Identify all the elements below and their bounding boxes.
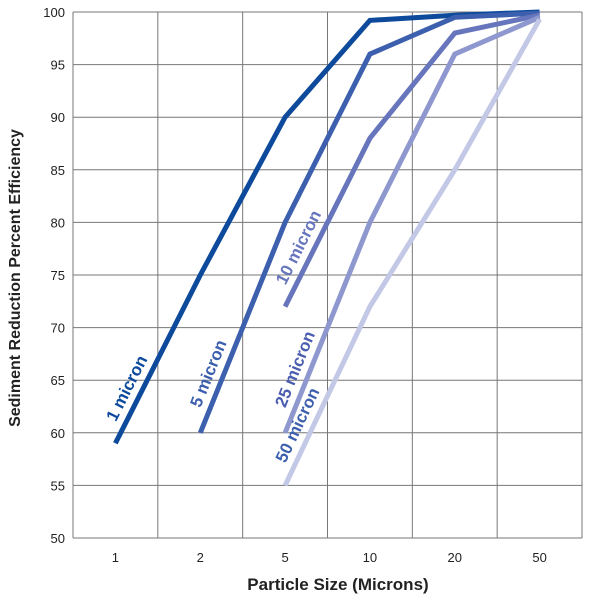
x-tick-label: 2	[197, 550, 204, 565]
y-axis-ticks: 50 55 60 65 70 75 80 85 90 95 100	[43, 5, 65, 546]
series-line-25-micron	[282, 15, 541, 434]
y-tick-label: 65	[51, 373, 65, 388]
y-tick-label: 75	[51, 268, 65, 283]
y-tick-label: 100	[43, 5, 65, 20]
series-line-5-micron	[197, 10, 540, 434]
y-tick-label: 55	[51, 478, 65, 493]
y-tick-label: 85	[51, 163, 65, 178]
x-tick-label: 1	[112, 550, 119, 565]
y-tick-label: 80	[51, 215, 65, 230]
y-tick-label: 70	[51, 321, 65, 336]
series-lines	[113, 9, 542, 487]
series-line-10-micron	[282, 12, 541, 308]
x-axis-label: Particle Size (Microns)	[247, 575, 428, 594]
y-tick-label: 95	[51, 58, 65, 73]
series-line-50-micron	[282, 18, 542, 487]
y-tick-label: 90	[51, 110, 65, 125]
chart-grid	[72, 11, 583, 539]
x-tick-label: 10	[363, 550, 377, 565]
x-tick-label: 5	[281, 550, 288, 565]
y-tick-label: 50	[51, 531, 65, 546]
y-axis-label: Sediment Reduction Percent Efficiency	[7, 129, 24, 427]
x-tick-label: 50	[532, 550, 546, 565]
y-tick-label: 60	[51, 426, 65, 441]
x-axis-ticks: 1 2 5 10 20 50	[112, 550, 547, 565]
x-tick-label: 20	[448, 550, 462, 565]
